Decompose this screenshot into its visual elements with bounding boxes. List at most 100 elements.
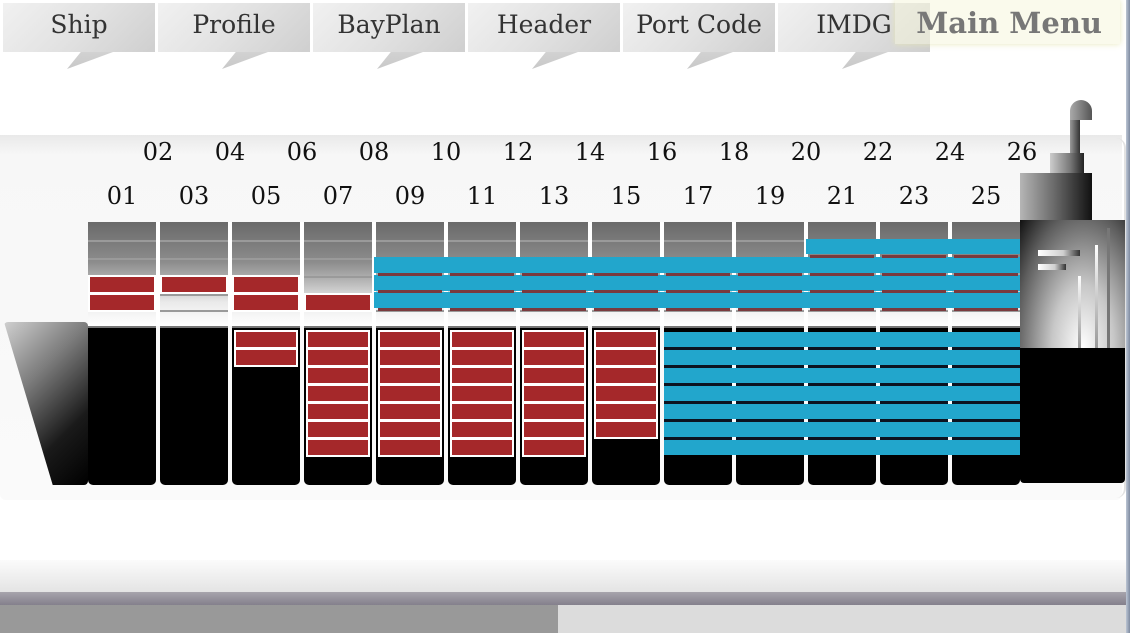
bay-09[interactable]: [376, 222, 448, 485]
hold-container-red[interactable]: [378, 420, 442, 439]
hold-container-red[interactable]: [378, 330, 442, 349]
bay-label-even[interactable]: 04: [214, 138, 246, 166]
bay-label-odd[interactable]: 19: [754, 182, 786, 210]
hold-container-blue[interactable]: [808, 404, 880, 419]
hold-container-blue[interactable]: [880, 332, 952, 347]
hold-container-red[interactable]: [594, 420, 658, 439]
bay-label-odd[interactable]: 03: [178, 182, 210, 210]
hold-container-red[interactable]: [306, 348, 370, 367]
bay-label-odd[interactable]: 13: [538, 182, 570, 210]
hold-container-blue[interactable]: [664, 404, 736, 419]
bay-label-even[interactable]: 26: [1006, 138, 1038, 166]
hold-container-blue[interactable]: [664, 440, 736, 455]
deck-container-red[interactable]: [88, 275, 156, 294]
bay-label-odd[interactable]: 21: [826, 182, 858, 210]
hold-container-red[interactable]: [450, 420, 514, 439]
deck-container-row-blue[interactable]: [374, 275, 1020, 291]
hold-container-blue[interactable]: [952, 368, 1024, 383]
hold-container-blue[interactable]: [952, 440, 1024, 455]
bay-label-even[interactable]: 18: [718, 138, 750, 166]
deck-container-row-blue[interactable]: [374, 292, 1020, 308]
hold-container-blue[interactable]: [808, 440, 880, 455]
hold-container-blue[interactable]: [952, 422, 1024, 437]
deck-container-row-blue-top[interactable]: [806, 239, 1020, 254]
hold-container-blue[interactable]: [808, 422, 880, 437]
hold-container-red[interactable]: [522, 438, 586, 457]
main-menu-button[interactable]: Main Menu: [895, 0, 1120, 44]
bay-label-odd[interactable]: 15: [610, 182, 642, 210]
hold-container-blue[interactable]: [880, 368, 952, 383]
bay-label-even[interactable]: 24: [934, 138, 966, 166]
deck-container-red[interactable]: [160, 275, 228, 294]
hold-container-blue[interactable]: [952, 386, 1024, 401]
bay-label-even[interactable]: 16: [646, 138, 678, 166]
hold-container-red[interactable]: [306, 330, 370, 349]
hold-container-red[interactable]: [306, 438, 370, 457]
hold-container-blue[interactable]: [880, 350, 952, 365]
hold-container-red[interactable]: [306, 366, 370, 385]
hold-container-red[interactable]: [378, 366, 442, 385]
hold-container-blue[interactable]: [952, 404, 1024, 419]
hold-container-red[interactable]: [594, 330, 658, 349]
hold-container-red[interactable]: [594, 402, 658, 421]
hold-container-blue[interactable]: [880, 386, 952, 401]
deck-container-red[interactable]: [232, 275, 300, 294]
hold-container-red[interactable]: [234, 348, 298, 367]
hold-container-red[interactable]: [450, 384, 514, 403]
bay-label-even[interactable]: 10: [430, 138, 462, 166]
bottom-left-button[interactable]: [0, 605, 558, 633]
tab-profile[interactable]: Profile: [158, 3, 310, 69]
hold-container-red[interactable]: [450, 438, 514, 457]
hold-container-red[interactable]: [450, 402, 514, 421]
hold-container-blue[interactable]: [736, 350, 808, 365]
hold-container-red[interactable]: [522, 402, 586, 421]
hold-container-red[interactable]: [450, 348, 514, 367]
hold-container-red[interactable]: [522, 330, 586, 349]
hold-container-blue[interactable]: [880, 404, 952, 419]
hold-container-blue[interactable]: [736, 386, 808, 401]
hold-container-red[interactable]: [378, 384, 442, 403]
hold-container-red[interactable]: [522, 420, 586, 439]
hold-container-blue[interactable]: [808, 332, 880, 347]
bay-01[interactable]: [88, 222, 160, 485]
tab-header[interactable]: Header: [468, 3, 620, 69]
hold-container-blue[interactable]: [664, 350, 736, 365]
hold-container-red[interactable]: [450, 330, 514, 349]
hold-container-red[interactable]: [594, 384, 658, 403]
hold-container-red[interactable]: [522, 366, 586, 385]
hold-container-blue[interactable]: [808, 386, 880, 401]
bay-label-even[interactable]: 08: [358, 138, 390, 166]
hold-container-blue[interactable]: [736, 404, 808, 419]
hold-container-red[interactable]: [594, 348, 658, 367]
hold-container-red[interactable]: [594, 366, 658, 385]
deck-container-row-blue[interactable]: [374, 257, 1020, 273]
hold-container-red[interactable]: [306, 384, 370, 403]
hold-container-blue[interactable]: [664, 332, 736, 347]
bay-label-odd[interactable]: 01: [106, 182, 138, 210]
bay-label-even[interactable]: 14: [574, 138, 606, 166]
bay-label-odd[interactable]: 17: [682, 182, 714, 210]
hold-container-blue[interactable]: [736, 332, 808, 347]
hold-container-blue[interactable]: [880, 422, 952, 437]
hold-container-red[interactable]: [306, 420, 370, 439]
bay-03[interactable]: [160, 222, 232, 485]
deck-container-red[interactable]: [88, 293, 156, 312]
hold-container-blue[interactable]: [880, 440, 952, 455]
hold-container-red[interactable]: [234, 330, 298, 349]
bay-05[interactable]: [232, 222, 304, 485]
bay-label-even[interactable]: 06: [286, 138, 318, 166]
hold-container-blue[interactable]: [736, 422, 808, 437]
deck-container-red[interactable]: [304, 293, 372, 312]
hold-container-blue[interactable]: [808, 350, 880, 365]
bay-label-even[interactable]: 22: [862, 138, 894, 166]
bay-label-even[interactable]: 20: [790, 138, 822, 166]
hold-container-blue[interactable]: [736, 440, 808, 455]
bay-07[interactable]: [304, 222, 376, 485]
tab-ship[interactable]: Ship: [3, 3, 155, 69]
bay-label-odd[interactable]: 09: [394, 182, 426, 210]
tab-bayplan[interactable]: BayPlan: [313, 3, 465, 69]
bay-label-odd[interactable]: 05: [250, 182, 282, 210]
hold-container-blue[interactable]: [952, 332, 1024, 347]
tab-port-code[interactable]: Port Code: [623, 3, 775, 69]
hold-container-blue[interactable]: [736, 368, 808, 383]
